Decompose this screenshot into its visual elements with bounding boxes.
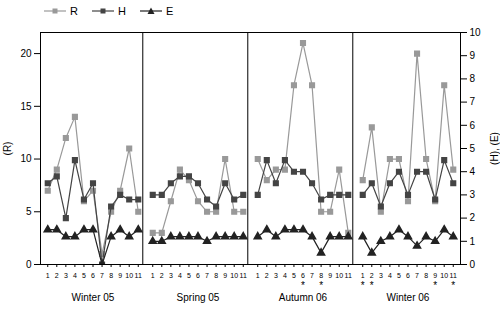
svg-text:(H), (E): (H), (E) bbox=[489, 132, 500, 165]
svg-text:2: 2 bbox=[55, 272, 59, 279]
svg-text:15: 15 bbox=[20, 101, 32, 112]
svg-text:4: 4 bbox=[283, 272, 287, 279]
svg-text:8: 8 bbox=[214, 272, 218, 279]
svg-text:9: 9 bbox=[470, 50, 476, 61]
svg-text:9: 9 bbox=[433, 272, 437, 279]
svg-text:20: 20 bbox=[20, 48, 32, 59]
svg-text:Autumn 06: Autumn 06 bbox=[279, 292, 328, 303]
svg-text:1: 1 bbox=[361, 272, 365, 279]
svg-text:5: 5 bbox=[82, 272, 86, 279]
svg-text:10: 10 bbox=[125, 272, 133, 279]
svg-text:6: 6 bbox=[196, 272, 200, 279]
svg-text:3: 3 bbox=[379, 272, 383, 279]
svg-text:3: 3 bbox=[274, 272, 278, 279]
svg-text:8: 8 bbox=[470, 73, 476, 84]
svg-text:*: * bbox=[319, 280, 323, 291]
svg-text:5: 5 bbox=[397, 272, 401, 279]
svg-text:3: 3 bbox=[64, 272, 68, 279]
svg-text:4: 4 bbox=[470, 166, 476, 177]
svg-text:6: 6 bbox=[91, 272, 95, 279]
svg-text:6: 6 bbox=[406, 272, 410, 279]
svg-text:10: 10 bbox=[470, 27, 482, 38]
svg-text:1: 1 bbox=[46, 272, 50, 279]
svg-text:3: 3 bbox=[470, 189, 476, 200]
svg-text:Winter 06: Winter 06 bbox=[387, 292, 430, 303]
svg-text:2: 2 bbox=[160, 272, 164, 279]
svg-text:7: 7 bbox=[470, 96, 476, 107]
svg-text:2: 2 bbox=[470, 212, 476, 223]
svg-text:2: 2 bbox=[265, 272, 269, 279]
svg-text:11: 11 bbox=[450, 272, 457, 279]
html-text:E: E bbox=[165, 5, 174, 17]
svg-text:(R): (R) bbox=[2, 142, 13, 156]
svg-text:3: 3 bbox=[169, 272, 173, 279]
svg-text:Spring 05: Spring 05 bbox=[177, 292, 220, 303]
svg-text:0: 0 bbox=[26, 259, 32, 270]
svg-text:11: 11 bbox=[345, 272, 352, 279]
svg-text:6: 6 bbox=[470, 120, 476, 131]
svg-text:0: 0 bbox=[470, 259, 476, 270]
svg-text:5: 5 bbox=[187, 272, 191, 279]
svg-text:6: 6 bbox=[301, 272, 305, 279]
html-text:R: R bbox=[70, 5, 78, 17]
svg-text:2: 2 bbox=[370, 272, 374, 279]
svg-text:9: 9 bbox=[328, 272, 332, 279]
svg-text:*: * bbox=[370, 280, 374, 291]
svg-text:*: * bbox=[451, 280, 455, 291]
svg-text:9: 9 bbox=[118, 272, 122, 279]
svg-text:4: 4 bbox=[178, 272, 182, 279]
svg-text:7: 7 bbox=[310, 272, 314, 279]
svg-text:7: 7 bbox=[100, 272, 104, 279]
svg-text:1: 1 bbox=[470, 236, 476, 247]
svg-text:10: 10 bbox=[440, 272, 448, 279]
svg-text:8: 8 bbox=[319, 272, 323, 279]
svg-text:5: 5 bbox=[292, 272, 296, 279]
svg-text:11: 11 bbox=[240, 272, 247, 279]
svg-text:5: 5 bbox=[470, 143, 476, 154]
svg-text:7: 7 bbox=[415, 272, 419, 279]
svg-text:*: * bbox=[433, 280, 437, 291]
svg-text:10: 10 bbox=[20, 153, 32, 164]
svg-text:8: 8 bbox=[424, 272, 428, 279]
svg-text:*: * bbox=[301, 280, 305, 291]
svg-text:4: 4 bbox=[73, 272, 77, 279]
svg-text:8: 8 bbox=[109, 272, 113, 279]
svg-text:7: 7 bbox=[205, 272, 209, 279]
html-text:H: H bbox=[118, 5, 126, 17]
svg-text:9: 9 bbox=[223, 272, 227, 279]
svg-text:10: 10 bbox=[230, 272, 238, 279]
svg-text:11: 11 bbox=[135, 272, 142, 279]
svg-text:10: 10 bbox=[335, 272, 343, 279]
svg-text:*: * bbox=[361, 280, 365, 291]
svg-text:4: 4 bbox=[388, 272, 392, 279]
svg-text:1: 1 bbox=[256, 272, 260, 279]
svg-text:Winter 05: Winter 05 bbox=[72, 292, 115, 303]
svg-text:1: 1 bbox=[151, 272, 155, 279]
svg-text:5: 5 bbox=[26, 206, 32, 217]
